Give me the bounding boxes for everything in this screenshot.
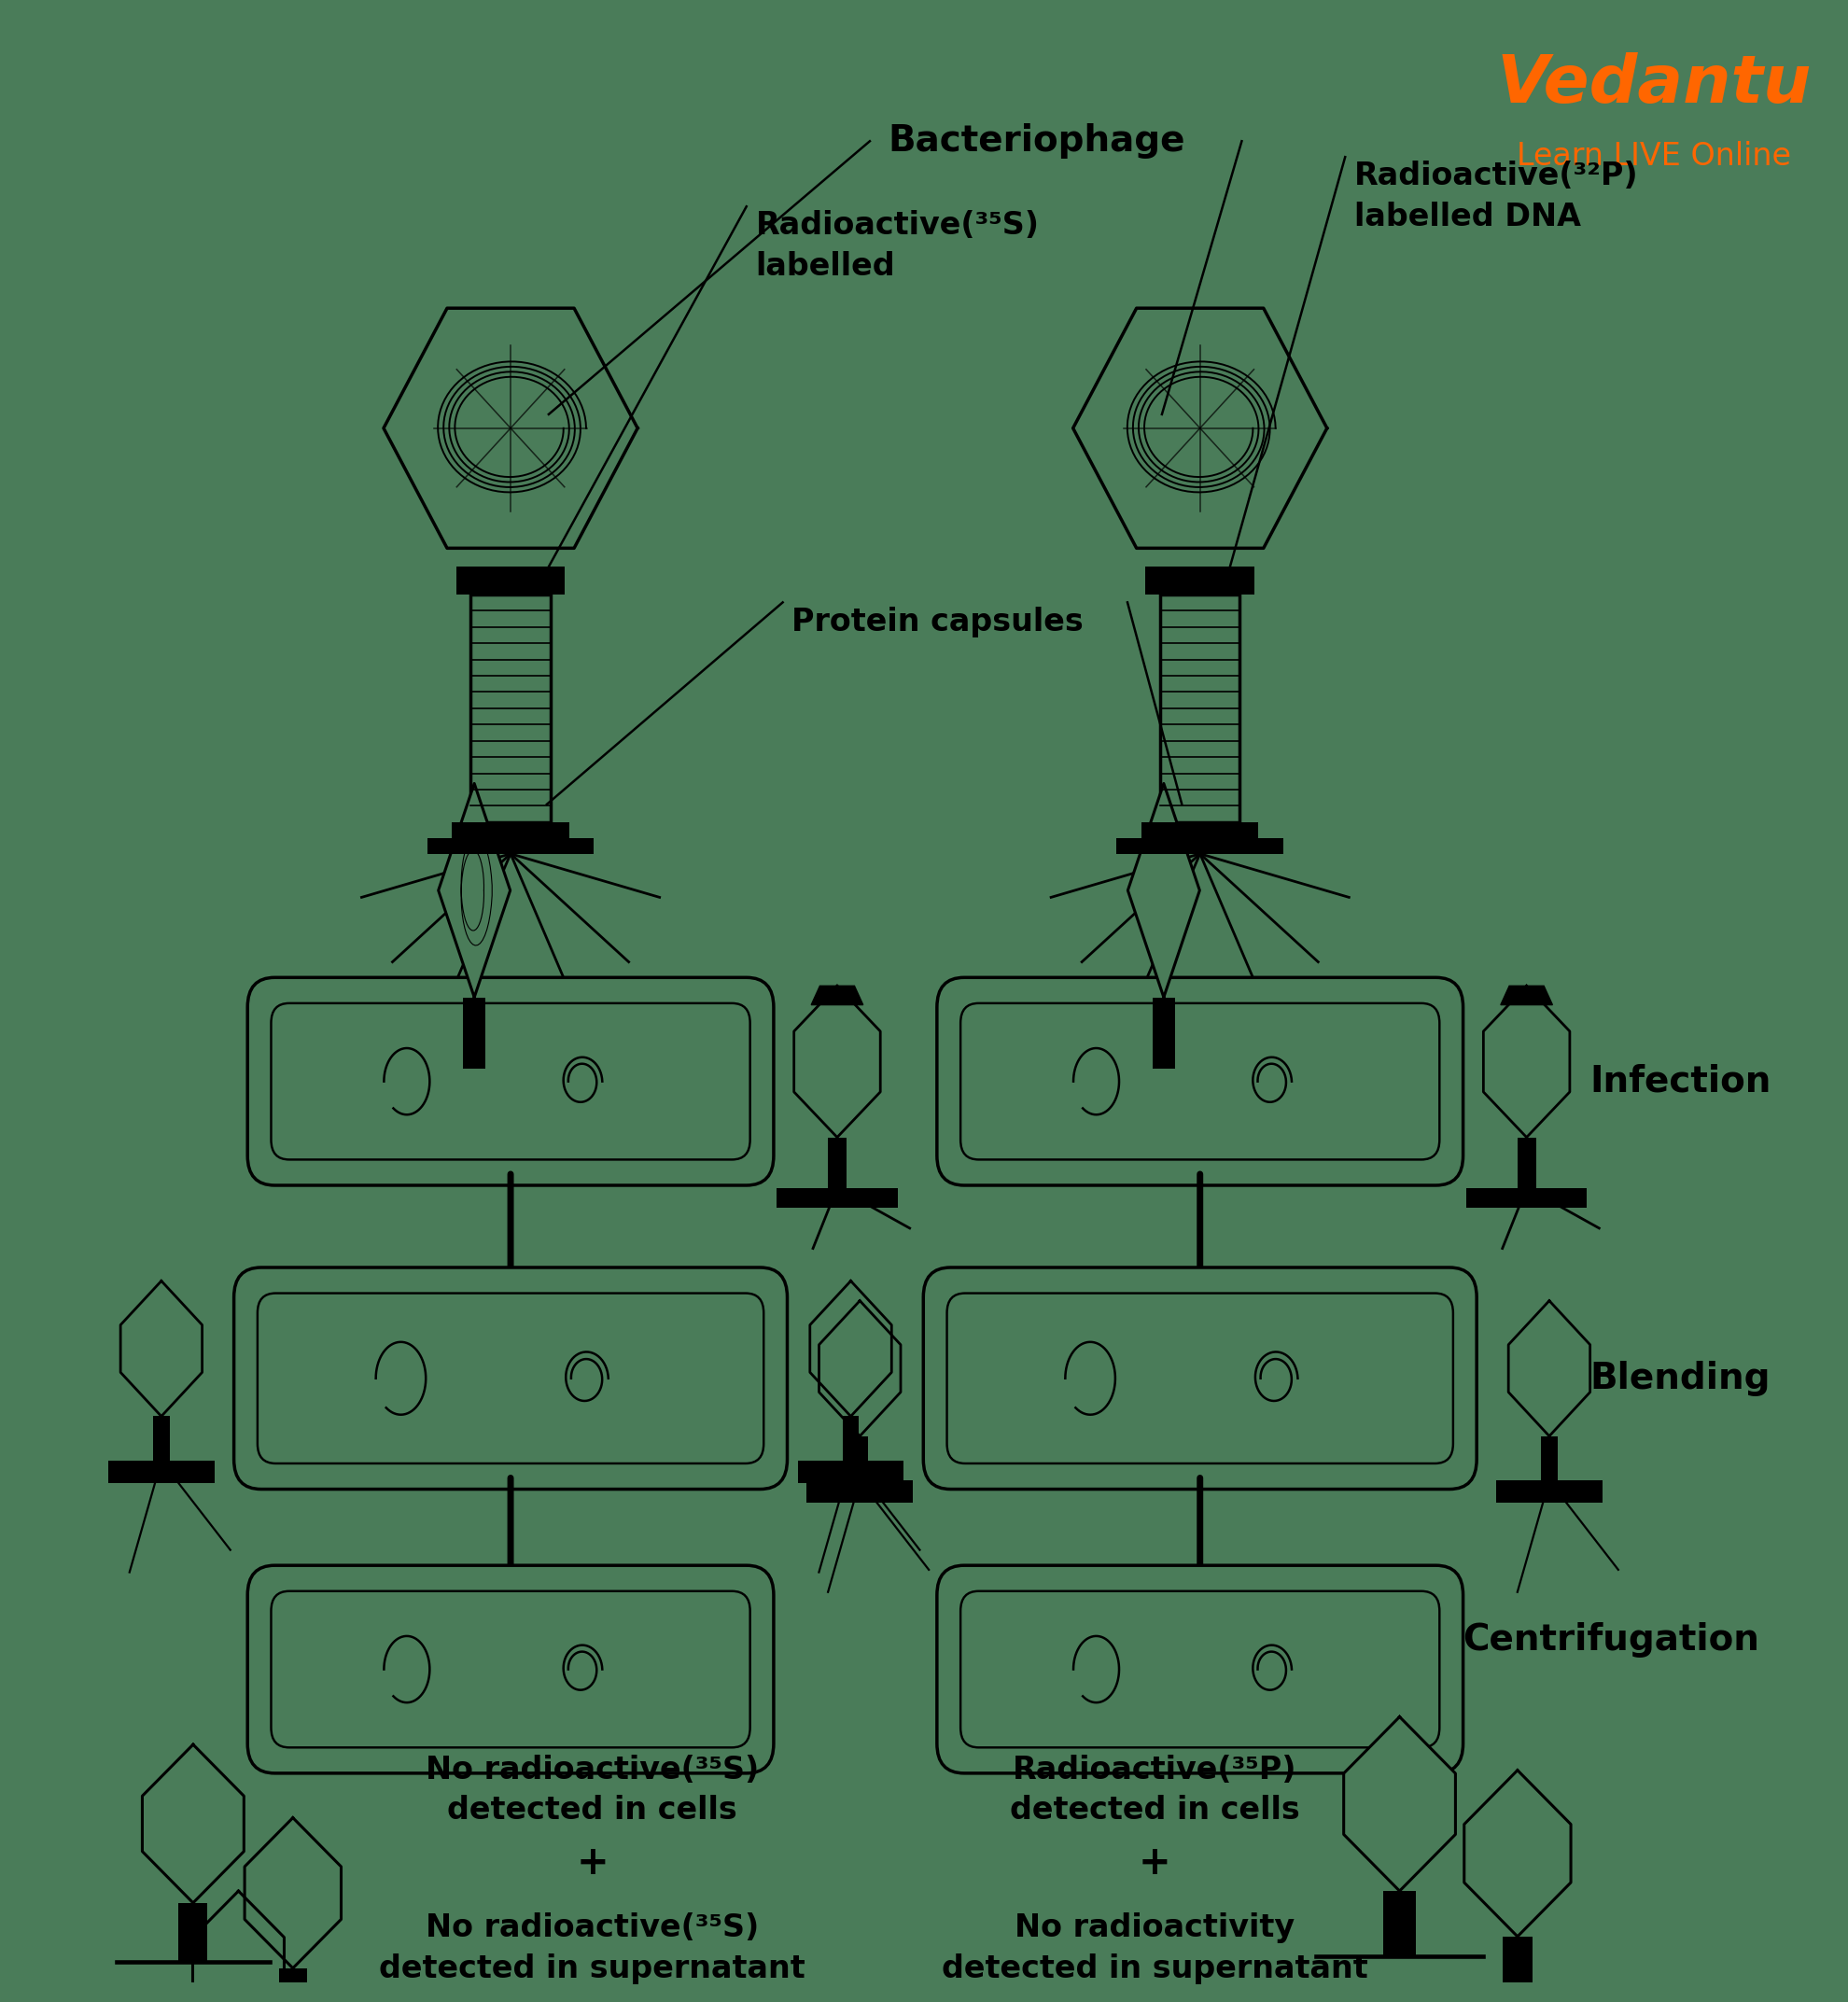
Text: Radioactive(³²P)
labelled DNA: Radioactive(³²P) labelled DNA — [1355, 160, 1639, 232]
Bar — [1142, 823, 1258, 839]
Text: Blending: Blending — [1589, 1361, 1770, 1395]
Bar — [798, 1461, 904, 1483]
Polygon shape — [1484, 985, 1569, 1137]
Text: Infection: Infection — [1589, 1063, 1772, 1099]
FancyBboxPatch shape — [235, 1267, 787, 1489]
Text: No radioactive(³⁵S)
detected in supernatant: No radioactive(³⁵S) detected in supernat… — [379, 1912, 806, 1984]
Polygon shape — [1343, 1718, 1456, 1892]
FancyBboxPatch shape — [937, 977, 1464, 1185]
Bar — [427, 839, 593, 853]
Bar — [808, 1481, 913, 1504]
Text: Radioactive(³⁵S)
labelled: Radioactive(³⁵S) labelled — [756, 210, 1039, 282]
FancyBboxPatch shape — [272, 1592, 750, 1748]
Polygon shape — [811, 985, 863, 1005]
Polygon shape — [1127, 783, 1199, 997]
FancyBboxPatch shape — [946, 1293, 1453, 1463]
Text: Protein capsules: Protein capsules — [791, 607, 1083, 637]
Polygon shape — [384, 308, 638, 549]
Text: Radioactive(³⁵P)
detected in cells: Radioactive(³⁵P) detected in cells — [1009, 1754, 1299, 1826]
FancyBboxPatch shape — [924, 1267, 1477, 1489]
Text: Vedantu: Vedantu — [1497, 52, 1811, 116]
Bar — [1517, 1137, 1536, 1187]
Bar — [1465, 1187, 1587, 1207]
Polygon shape — [438, 783, 510, 997]
Bar — [776, 1187, 898, 1207]
FancyBboxPatch shape — [272, 1003, 750, 1159]
Bar — [1384, 1892, 1416, 1956]
Bar — [471, 595, 551, 823]
FancyBboxPatch shape — [937, 1566, 1464, 1774]
Bar — [109, 1461, 214, 1483]
Text: Learn LIVE Online: Learn LIVE Online — [1517, 142, 1791, 172]
Bar — [179, 1902, 207, 1962]
FancyBboxPatch shape — [248, 1566, 774, 1774]
Polygon shape — [120, 1281, 201, 1415]
FancyBboxPatch shape — [257, 1293, 763, 1463]
Polygon shape — [244, 1818, 342, 1968]
Polygon shape — [795, 985, 880, 1137]
Text: +: + — [577, 1844, 608, 1884]
FancyBboxPatch shape — [961, 1003, 1440, 1159]
Bar — [1116, 839, 1284, 853]
FancyBboxPatch shape — [248, 977, 774, 1185]
Polygon shape — [1508, 1301, 1589, 1435]
Bar — [153, 1415, 170, 1461]
Bar — [1497, 1481, 1602, 1504]
Bar — [1502, 1936, 1532, 1998]
Text: No radioactivity
detected in supernatant: No radioactivity detected in supernatant — [941, 1912, 1368, 1984]
Polygon shape — [1501, 985, 1552, 1005]
Text: Centrifugation: Centrifugation — [1464, 1622, 1759, 1658]
Bar — [279, 1968, 307, 2002]
Polygon shape — [1464, 1770, 1571, 1936]
Bar — [1541, 1435, 1558, 1481]
Text: +: + — [1138, 1844, 1172, 1884]
Bar — [1161, 595, 1240, 823]
Bar — [1153, 997, 1175, 1069]
Polygon shape — [819, 1301, 900, 1435]
Bar — [828, 1137, 846, 1187]
Bar — [852, 1435, 869, 1481]
Bar — [456, 567, 565, 595]
Text: Bacteriophage: Bacteriophage — [887, 124, 1185, 158]
Polygon shape — [809, 1281, 891, 1415]
Bar — [462, 997, 486, 1069]
Bar — [453, 823, 569, 839]
Bar — [843, 1415, 859, 1461]
Polygon shape — [142, 1744, 244, 1902]
FancyBboxPatch shape — [961, 1592, 1440, 1748]
Text: No radioactive(³⁵S)
detected in cells: No radioactive(³⁵S) detected in cells — [425, 1754, 760, 1826]
Bar — [1146, 567, 1255, 595]
Polygon shape — [192, 1892, 285, 2002]
Polygon shape — [1074, 308, 1327, 549]
